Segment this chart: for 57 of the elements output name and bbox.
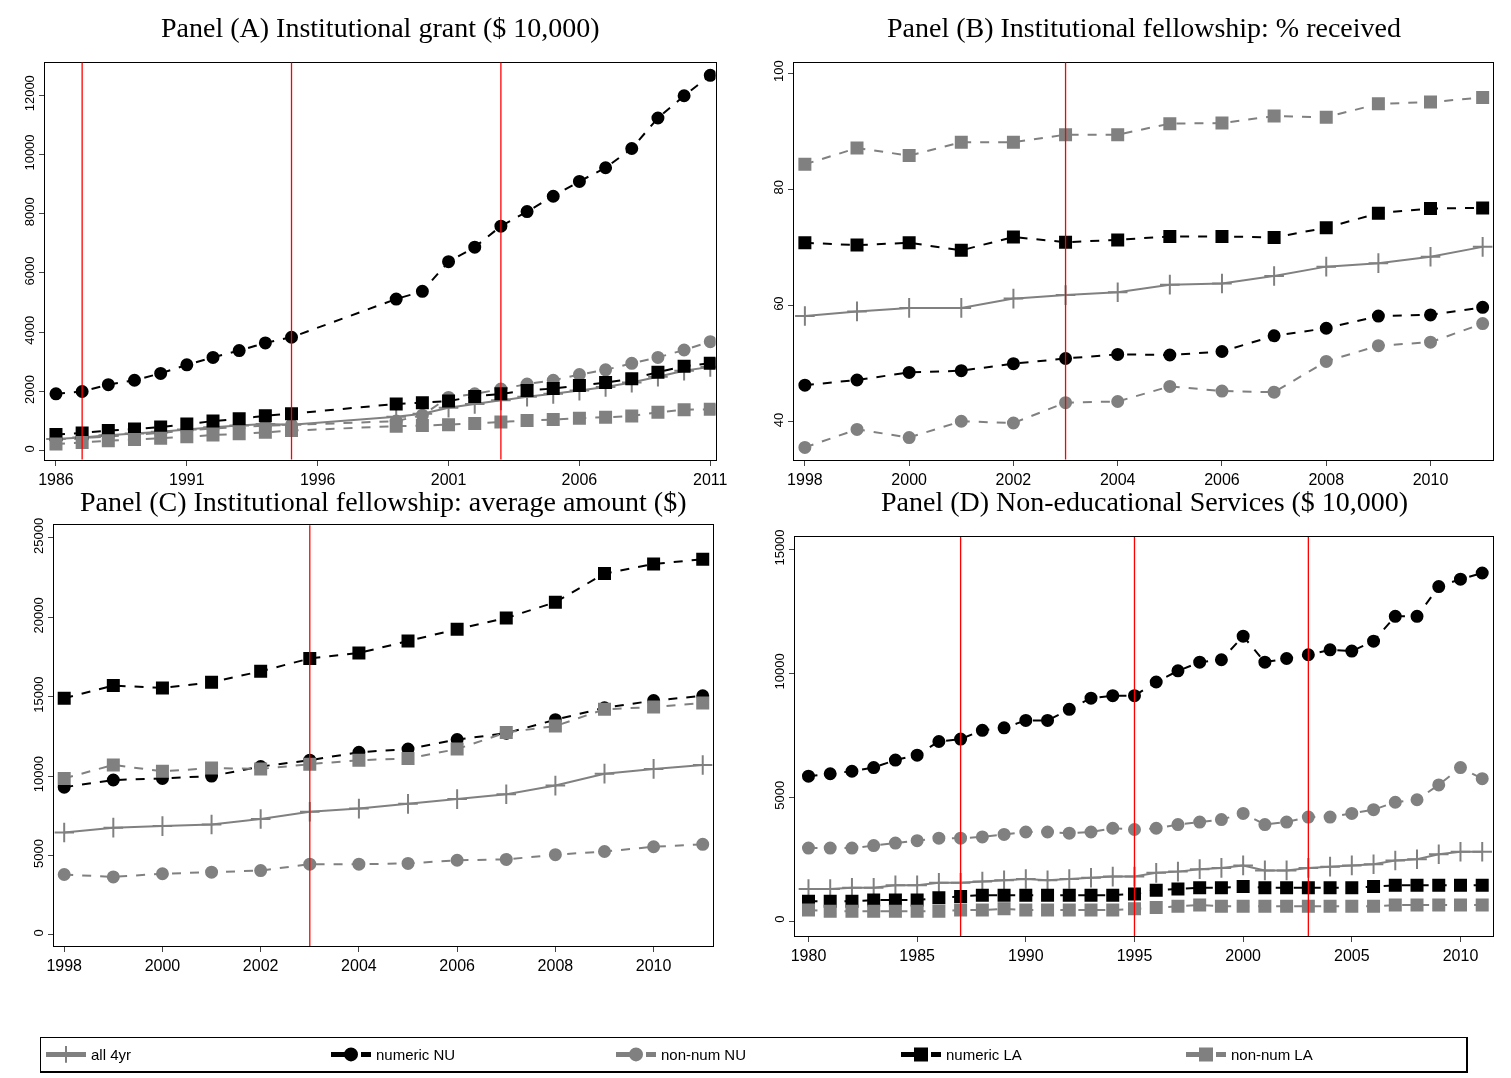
y-tick-label: 5000 [31, 839, 47, 868]
y-tick-label: 10000 [31, 756, 47, 793]
y-tick-label: 80 [771, 180, 787, 195]
x-tick-label: 2002 [995, 470, 1032, 488]
x-tick-label: 1998 [787, 470, 823, 488]
x-tick-label: 1991 [169, 470, 205, 488]
y-tick-label: 10000 [22, 134, 38, 171]
legend-label: non-num LA [1231, 1046, 1313, 1064]
x-tick-label: 2001 [430, 470, 467, 488]
y-tick-label: 20000 [31, 597, 47, 634]
x-tick-label: 2006 [439, 957, 476, 975]
x-tick-label: 2000 [891, 470, 928, 488]
chart-title: Panel (B) Institutional fellowship: % received [887, 12, 1401, 43]
x-tick-label: 2010 [1442, 947, 1479, 965]
x-tick-label: 1986 [38, 470, 74, 488]
x-tick-label: 1985 [899, 947, 936, 965]
x-tick-label: 2000 [1225, 947, 1262, 965]
y-tick-label: 5000 [772, 780, 788, 810]
x-tick-label: 2011 [693, 470, 728, 488]
chart-title: Panel (C) Institutional fellowship: average amount ($) [80, 486, 687, 517]
y-tick-label: 15000 [772, 529, 788, 566]
y-tick-label: 0 [31, 929, 47, 937]
chart-title: Panel (A) Institutional grant ($ 10,000) [161, 12, 600, 43]
x-tick-label: 1995 [1116, 947, 1153, 965]
chart-title: Panel (D) Non-educational Services ($ 10,000) [881, 486, 1409, 517]
y-tick-label: 4000 [22, 315, 38, 345]
x-tick-label: 2008 [1308, 470, 1345, 488]
legend-label: numeric LA [946, 1046, 1022, 1064]
x-tick-label: 2006 [561, 470, 598, 488]
x-tick-label: 1996 [299, 470, 336, 488]
y-tick-label: 40 [771, 412, 787, 428]
x-tick-label: 2002 [242, 957, 279, 975]
y-tick-label: 10000 [772, 653, 788, 690]
x-tick-label: 2010 [1412, 470, 1449, 488]
y-tick-label: 6000 [22, 256, 38, 286]
x-tick-label: 2004 [1099, 470, 1136, 488]
legend-label: all 4yr [91, 1046, 132, 1064]
y-tick-label: 15000 [31, 676, 47, 713]
legend-label: numeric NU [376, 1046, 456, 1064]
x-tick-label: 1990 [1008, 947, 1044, 965]
x-tick-label: 2008 [537, 957, 574, 975]
y-tick-label: 100 [771, 60, 787, 82]
x-tick-label: 1980 [790, 947, 827, 965]
x-tick-label: 1998 [46, 957, 83, 975]
x-tick-label: 2005 [1334, 947, 1370, 965]
y-tick-label: 2000 [22, 375, 38, 404]
y-tick-label: 60 [771, 296, 787, 311]
y-tick-label: 25000 [31, 517, 47, 554]
x-tick-label: 2000 [144, 957, 181, 975]
x-tick-label: 2006 [1204, 470, 1240, 488]
y-tick-label: 0 [22, 445, 38, 453]
y-tick-label: 0 [772, 915, 788, 923]
x-tick-label: 2004 [341, 957, 377, 975]
y-tick-label: 12000 [22, 75, 38, 112]
x-tick-label: 2010 [635, 957, 672, 975]
legend-label: non-num NU [661, 1046, 747, 1064]
y-tick-label: 8000 [22, 197, 38, 227]
